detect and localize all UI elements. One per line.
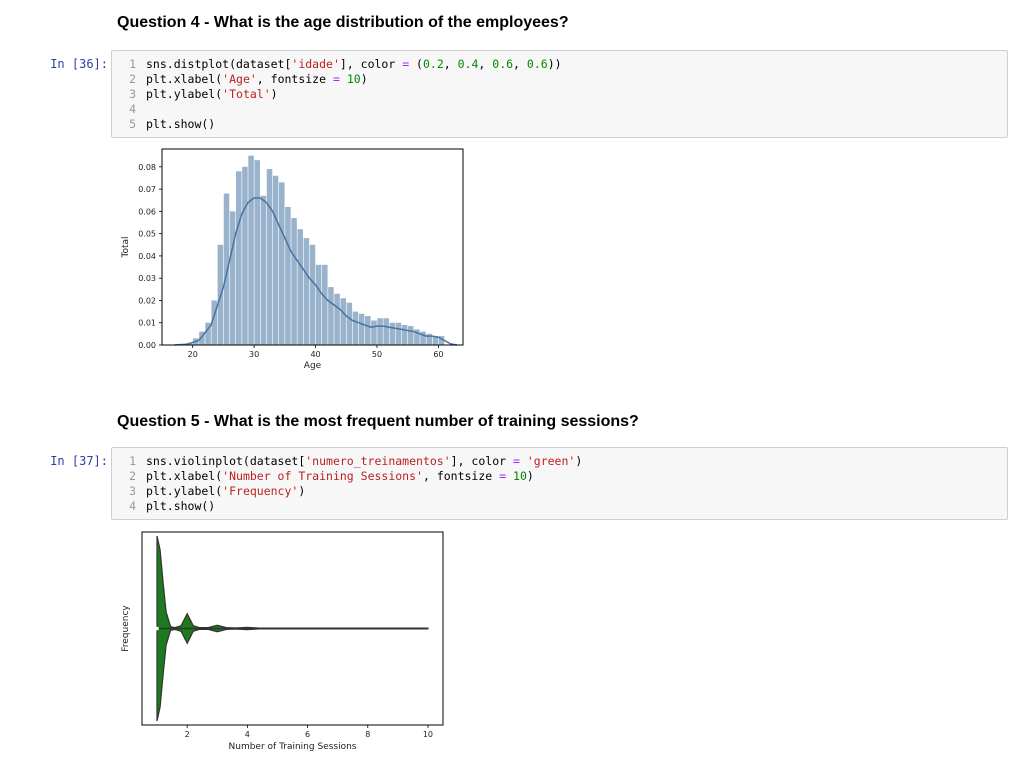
kde-line [174, 197, 458, 346]
x-tick-label: 30 [249, 350, 259, 359]
histogram-bar [395, 322, 402, 345]
histogram-bar [438, 336, 445, 345]
x-tick-label: 4 [245, 730, 250, 739]
code-line: plt.show() [146, 499, 216, 513]
histogram-bar [272, 175, 279, 345]
code-line: plt.show() [146, 117, 216, 131]
histogram-bar [352, 311, 359, 345]
histogram-bar [358, 313, 365, 345]
histogram-bar [297, 229, 303, 345]
line-number: 1 [129, 454, 136, 468]
line-number: 3 [129, 484, 136, 498]
histogram-bar [408, 326, 414, 345]
histogram-bar [199, 331, 205, 345]
y-tick-label: 0.05 [138, 230, 156, 239]
histogram-bar [414, 329, 420, 345]
y-tick-label: 0.00 [138, 341, 156, 350]
x-tick-label: 60 [433, 350, 443, 359]
plot-frame [161, 148, 464, 346]
line-number: 4 [129, 499, 136, 513]
y-tick-label: 0.02 [138, 296, 156, 305]
x-tick-label: 10 [423, 730, 433, 739]
y-tick-label: 0.01 [138, 319, 156, 328]
histogram-bar [365, 316, 371, 345]
x-axis-label: Age [304, 361, 322, 371]
training-sessions-violin-chart: 2 4 6 8 10 Number of Training Sessions Frequen… [121, 531, 444, 752]
histogram-bar [315, 264, 322, 345]
x-tick-label: 20 [188, 350, 198, 359]
code-line: plt.ylabel('Frequency') [146, 484, 306, 498]
histogram-bar [285, 206, 291, 345]
histogram-bar [229, 211, 236, 345]
histogram-bar [266, 169, 273, 345]
question-4-heading: Question 4 - What is the age distributio… [117, 14, 569, 31]
cell-36-prompt: In [36]: [50, 57, 108, 71]
line-number: 5 [129, 117, 136, 131]
code-line: plt.ylabel('Total') [146, 87, 278, 101]
histogram-bar [309, 244, 316, 345]
histogram-bar [432, 336, 439, 345]
x-tick-label: 50 [372, 350, 382, 359]
histogram-bar [291, 218, 297, 345]
y-tick-label: 0.08 [138, 163, 156, 172]
code-line: sns.violinplot(dataset['numero_treinamen… [146, 454, 583, 468]
code-cell-37[interactable]: 1 sns.violinplot(dataset['numero_treiname… [111, 447, 1008, 520]
histogram-bar [279, 182, 285, 345]
line-number: 2 [129, 72, 136, 86]
y-tick-label: 0.03 [138, 274, 156, 283]
histogram-bar [236, 171, 242, 345]
line-number: 3 [129, 87, 136, 101]
histogram-bar [426, 333, 432, 345]
y-axis-label: Frequency [121, 605, 131, 652]
y-tick-label: 0.06 [138, 207, 156, 216]
histogram-bar [211, 300, 217, 345]
x-tick-label: 2 [185, 730, 190, 739]
histogram-bar [242, 166, 248, 345]
line-number: 2 [129, 469, 136, 483]
histogram-bar [383, 318, 389, 345]
y-axis-label: Total [121, 236, 131, 258]
x-tick-label: 6 [305, 730, 310, 739]
histogram-bar [346, 302, 353, 345]
y-tick-label: 0.04 [138, 252, 156, 261]
age-distribution-chart: 0.00 0.01 0.02 0.03 0.04 0.05 0.06 0.07 0.08 20 30… [121, 148, 464, 371]
line-number: 1 [129, 57, 136, 71]
histogram-bar [260, 195, 267, 345]
histogram-bar [205, 322, 211, 345]
histogram-bar [334, 293, 340, 345]
histogram-bar [254, 160, 260, 345]
code-cell-36[interactable]: 1 sns.distplot(dataset['idade'], color = … [111, 50, 1008, 138]
histogram-bar [389, 322, 396, 345]
histogram-bar [248, 155, 254, 345]
histogram-bar [223, 193, 230, 345]
question-5-heading: Question 5 - What is the most frequent n… [117, 413, 639, 430]
histogram-bar [322, 264, 328, 345]
y-tick-label: 0.07 [138, 185, 156, 194]
histogram-bar [340, 298, 346, 345]
plot-frame [141, 531, 444, 726]
x-axis-label: Number of Training Sessions [229, 742, 357, 752]
code-line: plt.xlabel('Number of Training Sessions'… [146, 469, 534, 483]
histogram-bar [401, 324, 408, 345]
code-line: sns.distplot(dataset['idade'], color = (… [146, 57, 562, 71]
code-line: plt.xlabel('Age', fontsize = 10) [146, 72, 368, 86]
histogram-bar [420, 331, 426, 345]
cell-37-prompt: In [37]: [50, 454, 108, 468]
histogram-bar [303, 238, 310, 345]
violin-median-point [155, 626, 159, 631]
line-number: 4 [129, 102, 136, 116]
x-tick-label: 40 [310, 350, 320, 359]
histogram-bar [371, 320, 377, 345]
x-tick-label: 8 [365, 730, 370, 739]
histogram-bar [328, 287, 334, 345]
histogram-bar [377, 318, 383, 345]
